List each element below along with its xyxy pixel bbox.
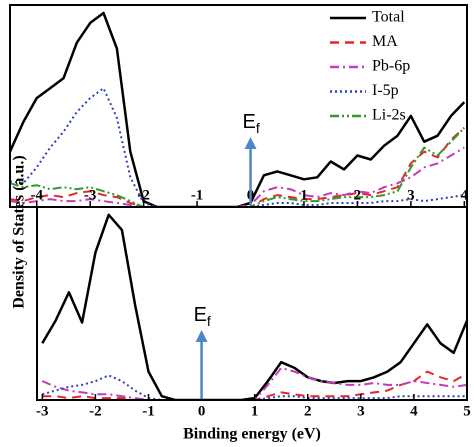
y-axis-label: Density of States (a.u.) [11, 155, 28, 308]
x-tick-label: -1 [142, 403, 155, 419]
legend-label: MA [372, 33, 398, 50]
x-tick-label: -3 [84, 187, 97, 203]
x-tick-label: -2 [137, 187, 150, 203]
x-tick-label: -2 [89, 403, 102, 419]
x-tick-label: -1 [191, 187, 204, 203]
legend-label: Pb-6p [372, 58, 410, 75]
x-axis-label: Binding energy (eV) [183, 426, 321, 443]
x-tick-label: 2 [354, 187, 362, 203]
x-tick-label: -4 [30, 187, 43, 203]
x-tick-label: 5 [463, 403, 471, 419]
series-line [10, 11, 466, 207]
ef-main: E [194, 304, 207, 326]
ef-main: E [243, 111, 256, 133]
series-line [10, 146, 465, 207]
ef-arrow-head [244, 137, 257, 149]
series-line [10, 127, 465, 207]
plot-area [10, 11, 466, 207]
x-tick-label: 4 [410, 403, 418, 419]
ef-label: Ef [243, 111, 260, 135]
series-line [10, 127, 466, 207]
frame [36, 206, 468, 401]
x-tick-label: -3 [36, 403, 49, 419]
series-line [10, 87, 465, 207]
x-tick-label: 3 [407, 187, 415, 203]
ef-label: Ef [194, 304, 211, 328]
x-tick-label: 1 [251, 403, 259, 419]
x-tick-label: 3 [357, 403, 365, 419]
series-line [41, 213, 467, 400]
ef-sub: f [207, 313, 211, 329]
ef-sub: f [256, 120, 260, 136]
series-line [41, 366, 467, 400]
legend-label: Total [372, 9, 405, 26]
ef-arrow-head [195, 330, 208, 342]
x-tick-label: 2 [304, 403, 312, 419]
plot-area [41, 213, 467, 400]
x-tick-label: 4 [461, 187, 469, 203]
legend-label: Li-2s [372, 107, 406, 124]
legend-label: I-5p [372, 82, 399, 99]
x-tick-label: 0 [198, 403, 206, 419]
x-tick-label: 1 [300, 187, 308, 203]
